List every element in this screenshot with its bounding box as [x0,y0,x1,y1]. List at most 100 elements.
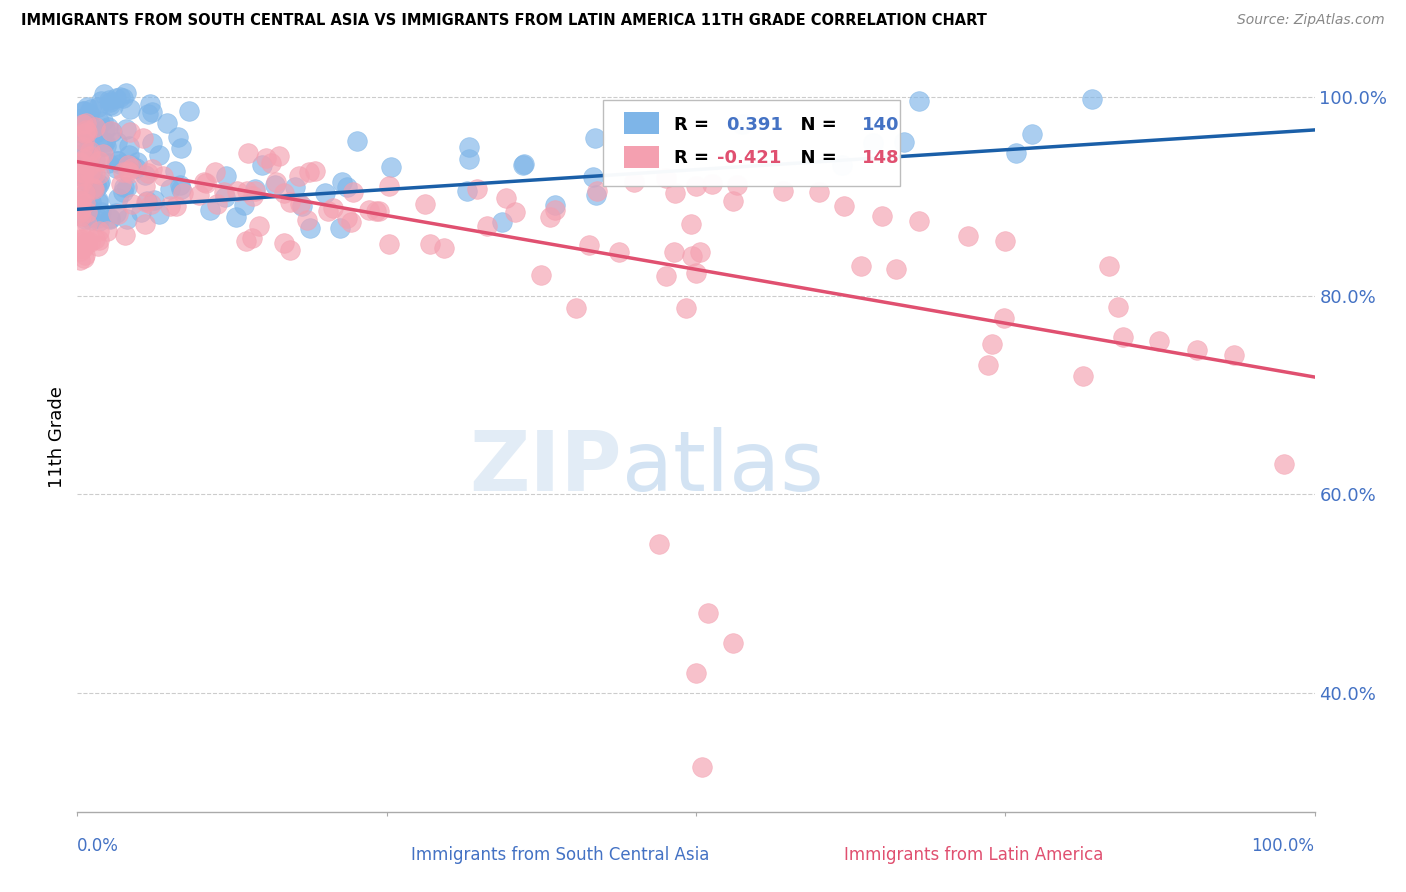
Point [1185,343,1208,358]
Point [72,140,94,154]
Point [232,198,254,212]
Point [697,606,720,620]
Point [70,209,93,223]
Point [69,154,91,169]
Point [70,194,93,208]
Point [89,154,111,169]
Point [346,134,368,148]
Point [583,130,606,145]
Point [72,173,94,187]
Point [94,136,117,150]
Point [118,166,141,180]
Point [80,102,103,116]
Point [77,125,100,139]
Text: ZIP: ZIP [470,426,621,508]
Point [87,214,110,228]
Point [148,147,170,161]
Point [69,232,91,246]
Point [214,190,236,204]
Point [86,125,108,139]
Point [98,98,121,112]
Point [862,136,884,150]
Point [578,238,600,252]
Point [67,148,90,162]
Point [72,241,94,255]
Point [121,161,143,176]
Point [273,236,295,251]
Point [165,164,187,178]
Point [87,233,110,247]
Point [134,217,156,231]
Point [121,197,143,211]
Point [107,191,129,205]
Point [110,177,132,191]
Point [1098,259,1121,273]
Point [648,537,671,551]
Point [73,196,96,211]
Point [141,136,163,151]
Point [135,195,157,210]
Point [159,182,181,196]
Text: Immigrants from South Central Asia: Immigrants from South Central Asia [412,847,710,864]
Point [138,97,160,112]
Point [314,186,336,200]
Point [725,178,748,192]
Point [380,160,402,174]
Point [295,212,318,227]
Point [685,665,707,680]
Point [623,175,645,189]
Point [76,205,98,219]
Point [242,189,264,203]
Text: N =: N = [787,149,842,168]
FancyBboxPatch shape [603,100,900,186]
Point [69,126,91,140]
Point [73,161,96,176]
Point [82,128,104,142]
Point [204,165,226,179]
Point [544,198,567,212]
Point [111,165,134,179]
Point [342,185,364,199]
Point [772,185,794,199]
Point [111,186,134,200]
Point [907,94,929,108]
Point [530,268,553,282]
Point [467,182,489,196]
Point [69,156,91,170]
Point [98,211,121,226]
Text: 0.391: 0.391 [725,116,783,134]
Point [86,178,108,193]
Point [322,201,344,215]
Point [655,171,678,186]
Point [117,163,139,178]
Point [513,157,536,171]
Text: 0.0%: 0.0% [77,837,120,855]
Point [721,194,744,209]
Point [89,167,111,181]
Point [107,154,129,169]
Point [73,248,96,262]
Text: 100.0%: 100.0% [1251,837,1315,855]
Point [264,178,287,192]
Point [377,178,399,193]
Point [98,211,121,226]
Point [115,86,138,100]
Text: IMMIGRANTS FROM SOUTH CENTRAL ASIA VS IMMIGRANTS FROM LATIN AMERICA 11TH GRADE C: IMMIGRANTS FROM SOUTH CENTRAL ASIA VS IM… [21,13,987,29]
Text: R =: R = [673,149,714,168]
Text: Source: ZipAtlas.com: Source: ZipAtlas.com [1237,13,1385,28]
Point [284,180,307,194]
Point [75,123,97,137]
Point [205,197,228,211]
Bar [374,847,402,863]
Point [87,100,110,114]
Point [70,202,93,217]
Point [87,194,110,209]
Point [134,179,156,194]
Point [169,178,191,193]
Point [96,139,118,153]
Point [96,224,118,238]
Point [101,125,124,139]
Point [72,103,94,118]
Point [260,156,283,170]
Y-axis label: 11th Grade: 11th Grade [48,386,66,488]
